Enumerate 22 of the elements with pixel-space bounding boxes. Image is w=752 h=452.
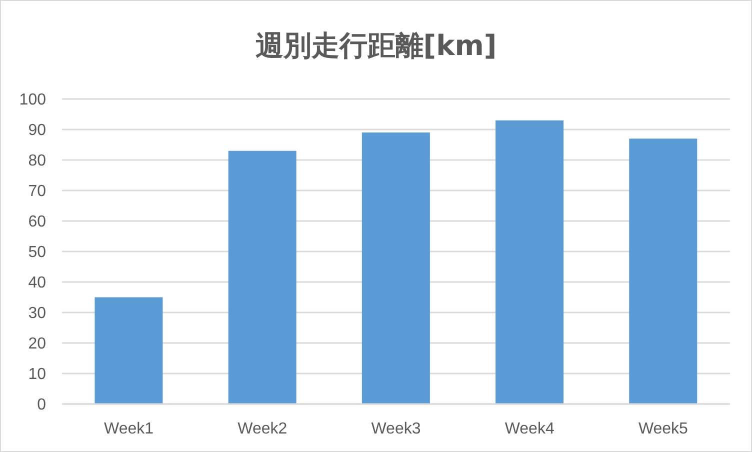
x-tick-label: Week1 — [104, 420, 154, 438]
bar — [496, 120, 564, 404]
chart-title: 週別走行距離[km] — [254, 28, 498, 64]
x-tick-label: Week3 — [371, 420, 421, 438]
x-tick-label: Week4 — [504, 420, 554, 438]
y-tick-label: 70 — [28, 183, 46, 200]
bar — [94, 297, 163, 404]
bar — [629, 138, 698, 404]
y-tick-label: 0 — [37, 396, 46, 414]
y-tick-label: 100 — [19, 92, 46, 109]
bar — [362, 132, 430, 404]
y-tick-label: 10 — [28, 366, 46, 384]
bar — [228, 150, 296, 404]
y-tick-label: 20 — [28, 336, 46, 353]
y-tick-label: 80 — [28, 152, 46, 170]
y-tick-label: 40 — [28, 274, 46, 292]
y-tick-label: 50 — [28, 244, 46, 262]
x-tick-label: Week2 — [238, 420, 288, 438]
y-tick-label: 30 — [28, 305, 46, 322]
y-tick-label: 60 — [28, 214, 46, 231]
y-tick-label: 90 — [28, 122, 46, 140]
x-tick-label: Week5 — [638, 420, 688, 438]
